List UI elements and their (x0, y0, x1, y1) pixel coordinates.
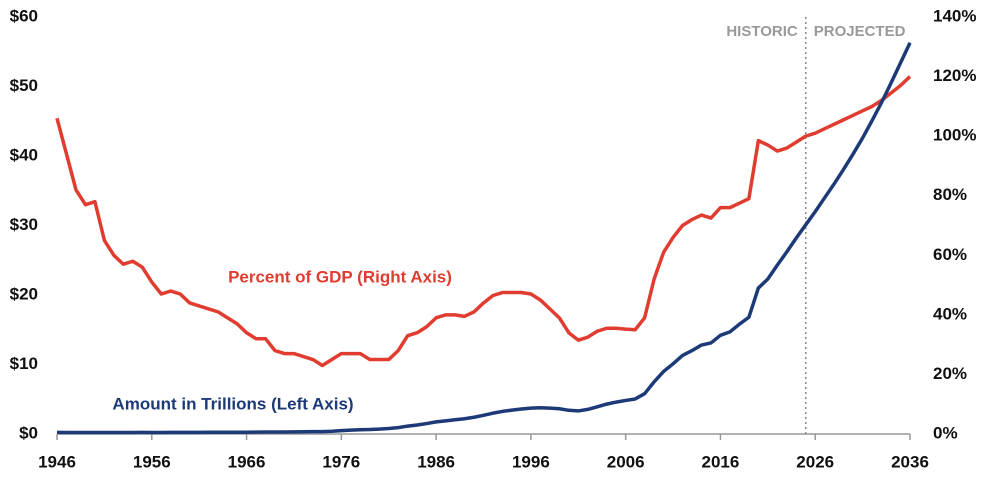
historic-label: HISTORIC (726, 23, 798, 40)
y2-tick-label: 100% (933, 126, 976, 145)
projected-label: PROJECTED (814, 23, 906, 40)
y2-tick-label: 80% (933, 185, 967, 204)
series-line (56, 41, 912, 435)
y-tick-label: $0 (19, 423, 38, 442)
series-label: Amount in Trillions (Left Axis) (112, 394, 353, 413)
y2-tick-label: 140% (933, 6, 976, 25)
y2-tick-label: 60% (933, 245, 967, 264)
x-tick-label: 2026 (796, 452, 834, 471)
y-tick-label: $40 (10, 145, 38, 164)
x-tick-label: 2006 (607, 452, 645, 471)
x-tick-label: 1956 (133, 452, 171, 471)
y-tick-label: $20 (10, 284, 38, 303)
y-tick-label: $10 (10, 354, 38, 373)
series-label: Percent of GDP (Right Axis) (228, 267, 452, 286)
y-tick-label: $50 (10, 76, 38, 95)
x-tick-label: 2016 (702, 452, 740, 471)
x-tick-label: 1966 (228, 452, 266, 471)
x-tick-label: 1946 (38, 452, 76, 471)
y2-tick-label: 0% (933, 423, 958, 442)
x-tick-label: 1976 (322, 452, 360, 471)
y2-tick-label: 20% (933, 364, 967, 383)
x-tick-label: 2036 (891, 452, 929, 471)
y2-tick-label: 120% (933, 66, 976, 85)
x-tick-label: 1996 (512, 452, 550, 471)
y-tick-label: $60 (10, 6, 38, 25)
y2-tick-label: 40% (933, 304, 967, 323)
series-line (55, 75, 912, 368)
y-tick-label: $30 (10, 215, 38, 234)
x-tick-label: 1986 (417, 452, 455, 471)
